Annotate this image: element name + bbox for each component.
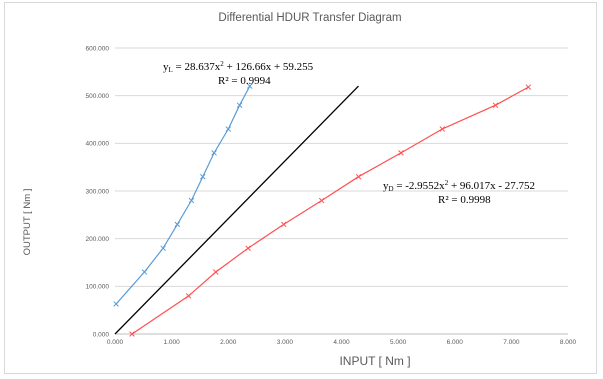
data-point-stroke <box>236 102 243 108</box>
data-point <box>318 197 325 204</box>
y-tick-label: 300.000 <box>86 188 110 195</box>
data-point <box>174 221 181 228</box>
data-point-stroke <box>160 245 166 251</box>
data-point-stroke <box>200 173 206 180</box>
data-point <box>141 269 148 275</box>
data-point-stroke <box>245 245 251 251</box>
data-point-stroke <box>280 221 287 228</box>
right-r-squared: R² = 0.9998 <box>438 194 491 206</box>
data-point <box>236 102 243 108</box>
data-point <box>200 173 206 180</box>
data-point-stroke <box>439 126 446 132</box>
data-point-stroke <box>113 301 119 307</box>
grid-layer <box>115 47 568 335</box>
data-point <box>213 269 219 275</box>
data-point-stroke <box>211 150 217 156</box>
data-point <box>185 293 192 299</box>
x-tick-label: 7.000 <box>503 339 520 346</box>
series-line-2 <box>114 85 359 335</box>
x-axis-label: INPUT [ Nm ] <box>339 354 410 368</box>
chart-title: Differential HDUR Transfer Diagram <box>218 12 401 24</box>
y-tick-labels: 0.000 100.000 200.000 300.000 400.000 500.000… <box>86 45 110 338</box>
data-point <box>160 245 166 251</box>
y-tick-label: 200.000 <box>86 236 110 243</box>
data-point <box>113 301 119 307</box>
data-point <box>280 221 287 228</box>
data-point <box>245 245 251 251</box>
series-line-3 <box>131 86 529 335</box>
x-tick-label: 0.000 <box>107 339 124 346</box>
x-tick-label: 6.000 <box>447 339 464 346</box>
data-point-stroke <box>525 84 532 90</box>
chart-frame <box>4 2 597 374</box>
left-equation: yL = 28.637x2 + 126.66x + 59.255 <box>163 60 314 74</box>
y-tick-label: 100.000 <box>86 284 110 291</box>
x-tick-label: 4.000 <box>333 339 350 346</box>
data-point <box>355 173 362 180</box>
x-tick-label: 3.000 <box>277 339 294 346</box>
data-point <box>247 83 253 89</box>
left-r-squared: R² = 0.9994 <box>218 75 271 87</box>
data-point <box>439 126 446 132</box>
data-point-stroke <box>492 102 499 108</box>
data-point-stroke <box>129 331 135 337</box>
data-point-stroke <box>247 83 253 89</box>
x-tick-label: 8.000 <box>560 339 577 346</box>
data-point-stroke <box>185 293 192 299</box>
data-point <box>525 84 532 90</box>
data-point-stroke <box>225 126 232 132</box>
series-line-1 <box>115 85 251 305</box>
data-point <box>225 126 232 132</box>
x-tick-label: 2.000 <box>220 339 237 346</box>
data-point <box>129 331 135 337</box>
y-axis-label: OUTPUT [ Nm ] <box>22 189 33 256</box>
y-tick-label: 0.000 <box>93 331 110 338</box>
data-point-stroke <box>141 269 148 275</box>
y-tick-label: 500.000 <box>86 93 110 100</box>
data-point <box>398 150 404 156</box>
data-point-stroke <box>174 221 181 228</box>
data-point <box>492 102 499 108</box>
data-point-stroke <box>398 150 404 156</box>
y-tick-label: 400.000 <box>86 141 110 148</box>
data-point-stroke <box>213 269 219 275</box>
data-point-stroke <box>318 197 325 204</box>
x-tick-label: 5.000 <box>390 339 407 346</box>
data-point-stroke <box>355 173 362 180</box>
data-point <box>211 150 217 156</box>
right-equation: yD = -2.9552x2 + 96.017x - 27.752 <box>383 179 535 193</box>
series-layer <box>113 83 532 337</box>
x-tick-labels: 0.000 1.000 2.000 3.000 4.000 5.000 6.000 7.000… <box>107 339 577 346</box>
x-tick-label: 1.000 <box>163 339 180 346</box>
data-point <box>188 197 195 204</box>
y-tick-label: 600.000 <box>86 45 110 52</box>
data-point-stroke <box>188 197 195 204</box>
